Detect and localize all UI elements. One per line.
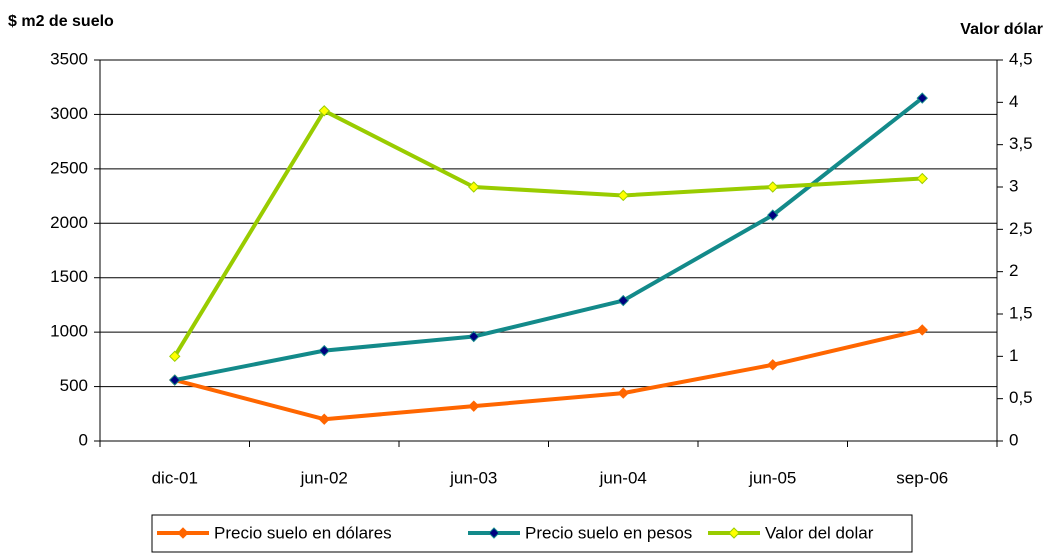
x-tick-label: jun-04 [599, 468, 647, 487]
point-marker [169, 374, 181, 386]
y2-tick-label: 2,5 [1009, 219, 1033, 238]
x-tick-label: sep-06 [896, 468, 948, 487]
point-marker [468, 330, 480, 343]
series-line [173, 108, 923, 358]
y-axis-title: $ m2 de suelo [8, 13, 114, 30]
y2-tick-label: 3,5 [1009, 134, 1033, 153]
legend-marker [177, 527, 189, 539]
series-line [174, 328, 923, 422]
point-marker [617, 189, 629, 202]
point-marker [767, 359, 779, 371]
point-marker [318, 413, 330, 425]
legend-label: Precio suelo en dólares [214, 523, 392, 542]
x-tick-label: jun-02 [300, 468, 348, 487]
legend-label: Valor del dolar [765, 523, 874, 542]
y2-axis-title: Valor dólar [960, 21, 1043, 38]
point-marker [468, 181, 480, 193]
legend-marker [488, 527, 500, 539]
point-marker [617, 387, 629, 399]
y-tick-label: 500 [60, 376, 88, 395]
y-tick-label: 3500 [50, 49, 88, 68]
point-marker [318, 105, 330, 117]
point-marker [767, 181, 779, 193]
point-marker [169, 350, 181, 363]
y2-tick-label: 2 [1009, 261, 1018, 280]
y-tick-label: 2500 [50, 158, 88, 177]
point-marker [767, 209, 779, 221]
y2-tick-label: 3 [1009, 176, 1018, 195]
y-tick-label: 2000 [50, 213, 88, 232]
y2-tick-label: 4 [1009, 92, 1018, 111]
point-marker [916, 92, 928, 104]
point-marker [916, 172, 928, 185]
y-tick-label: 1000 [50, 322, 88, 341]
legend-marker [728, 527, 740, 539]
y2-tick-label: 1,5 [1009, 303, 1033, 322]
legend-box [151, 514, 913, 553]
y2-tick-label: 4,5 [1009, 49, 1033, 68]
series-line [174, 96, 924, 383]
y-tick-label: 0 [79, 430, 88, 449]
point-marker [916, 324, 928, 336]
y2-tick-label: 0,5 [1009, 388, 1033, 407]
x-tick-label: jun-03 [449, 468, 497, 487]
x-tick-label: jun-05 [748, 468, 796, 487]
point-marker [468, 400, 480, 412]
y-tick-label: 3000 [50, 104, 88, 123]
x-tick-label: dic-01 [152, 468, 198, 487]
point-marker [617, 294, 629, 307]
y2-tick-label: 1 [1009, 346, 1018, 365]
legend-label: Precio suelo en pesos [525, 523, 692, 542]
y2-tick-label: 0 [1009, 430, 1018, 449]
point-marker [318, 344, 330, 357]
y-tick-label: 1500 [50, 267, 88, 286]
